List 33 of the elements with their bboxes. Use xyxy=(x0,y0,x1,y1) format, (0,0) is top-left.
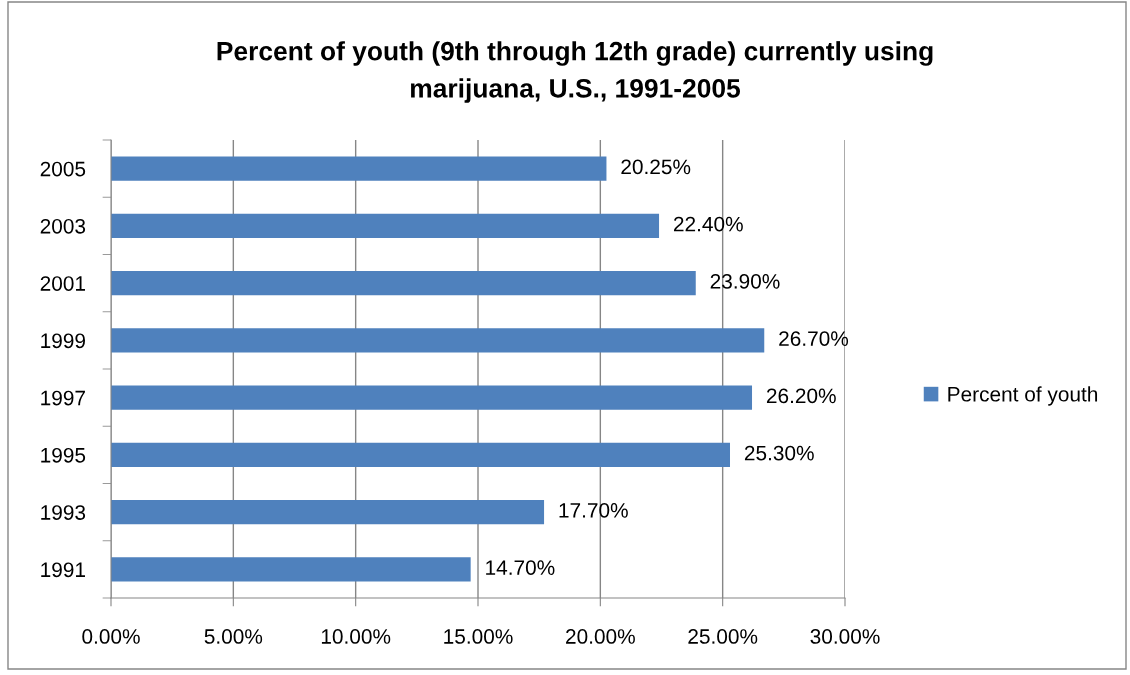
data-label: 23.90% xyxy=(710,273,780,289)
y-tick-label: 1991 xyxy=(41,562,85,578)
bar xyxy=(111,442,731,467)
x-tick-label: 15.00% xyxy=(444,629,513,644)
bar xyxy=(111,213,660,238)
chart-title: Percent of youth (9th through 12th grade) currently using marijuana, U.S., 1991-2005 xyxy=(217,41,933,103)
bar xyxy=(111,500,545,525)
x-tick-label: 25.00% xyxy=(688,629,758,644)
bar xyxy=(111,328,765,353)
x-tick-label: 0.00% xyxy=(82,629,140,644)
y-tick-label: 1993 xyxy=(41,505,86,520)
data-label: 20.25% xyxy=(621,159,691,175)
x-tick-label: 30.00% xyxy=(810,629,880,644)
data-label: 26.70% xyxy=(779,331,849,346)
y-tick-label: 1999 xyxy=(41,333,86,349)
data-label: 26.20% xyxy=(766,388,836,404)
x-tick-label: 10.00% xyxy=(321,629,391,644)
bar xyxy=(111,156,607,181)
bar xyxy=(111,557,471,582)
y-tick-label: 2003 xyxy=(40,218,86,234)
bar xyxy=(111,271,696,296)
y-tick-label: 1997 xyxy=(41,390,85,406)
bar xyxy=(111,385,753,410)
y-tick-label: 2001 xyxy=(40,276,85,291)
x-tick-label: 5.00% xyxy=(204,629,263,644)
legend-label: Percent of youth xyxy=(948,386,1098,406)
data-label: 14.70% xyxy=(486,560,555,575)
data-label: 17.70% xyxy=(559,502,628,518)
y-tick-label: 2005 xyxy=(40,161,86,177)
x-tick-label: 20.00% xyxy=(566,629,635,644)
y-tick-label: 1995 xyxy=(41,447,86,463)
data-label: 22.40% xyxy=(673,216,743,232)
data-label: 25.30% xyxy=(744,445,814,461)
